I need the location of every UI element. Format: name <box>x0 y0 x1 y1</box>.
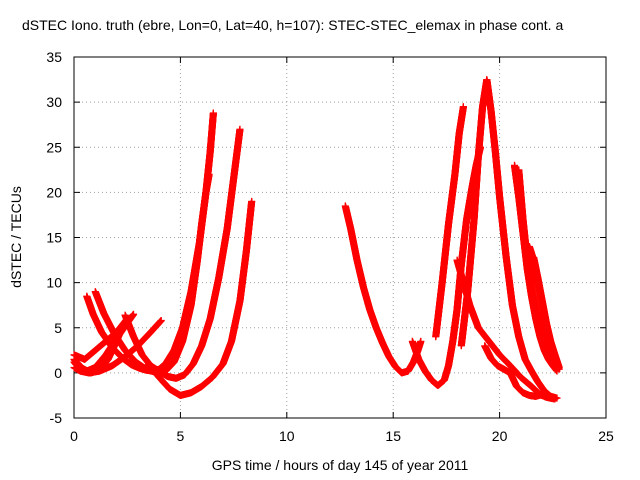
plot-frame <box>73 56 607 419</box>
x-tick-label: 20 <box>492 428 508 444</box>
y-tick-label: 20 <box>46 184 62 200</box>
y-tick-label: 10 <box>46 275 62 291</box>
y-tick-labels: -5 0 5 10 15 20 25 30 35 <box>46 49 62 426</box>
data-point <box>130 310 138 318</box>
x-tick-label: 15 <box>385 428 401 444</box>
y-tick-label: 15 <box>46 230 62 246</box>
y-tick-label: 35 <box>46 49 62 65</box>
points-layer <box>70 76 563 403</box>
y-tick-label: 30 <box>46 94 62 110</box>
x-tick-label: 5 <box>177 428 185 444</box>
x-tick-label: 10 <box>279 428 295 444</box>
y-tick-label: 25 <box>46 139 62 155</box>
y-tick-label: 5 <box>54 320 62 336</box>
chart-title: dSTEC Iono. truth (ebre, Lon=0, Lat=40, … <box>22 17 563 33</box>
x-tick-labels: 0 5 10 15 20 25 <box>70 428 614 444</box>
y-tick-label: 0 <box>54 365 62 381</box>
x-tick-label: 0 <box>70 428 78 444</box>
x-tick-label: 25 <box>598 428 614 444</box>
y-tick-label: -5 <box>50 410 63 426</box>
